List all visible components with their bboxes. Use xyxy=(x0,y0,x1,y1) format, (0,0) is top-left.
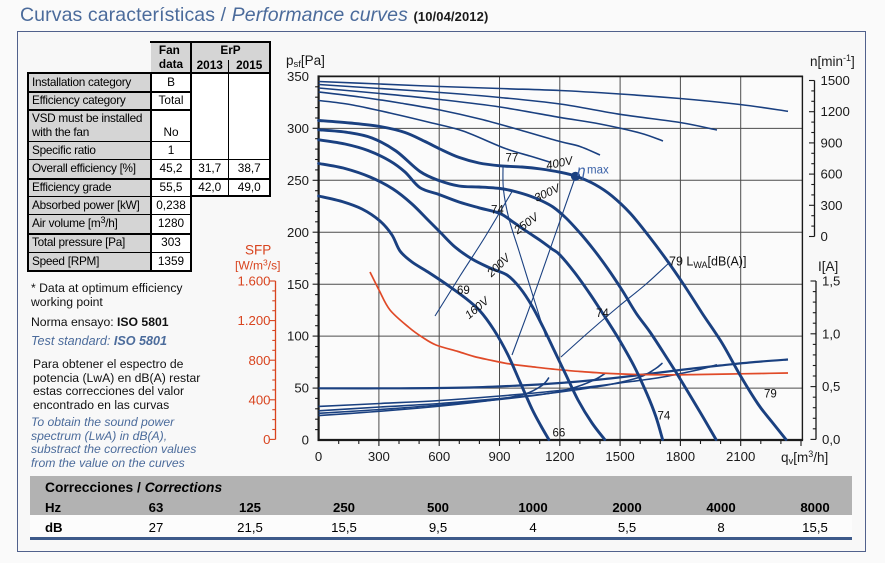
svg-text:1,5: 1,5 xyxy=(822,274,840,289)
svg-text:[W/m3/s]: [W/m3/s] xyxy=(235,258,280,273)
svg-text:1800: 1800 xyxy=(666,449,695,464)
svg-text:1200: 1200 xyxy=(821,104,850,119)
svg-text:66: 66 xyxy=(553,428,566,440)
svg-text:1200: 1200 xyxy=(545,449,574,464)
svg-text:I[A]: I[A] xyxy=(818,259,838,274)
svg-text:69: 69 xyxy=(457,285,470,297)
svg-text:77: 77 xyxy=(506,153,519,165)
svg-text:1.600: 1.600 xyxy=(237,274,270,289)
svg-text:qv[m3/h]: qv[m3/h] xyxy=(781,449,828,467)
svg-text:50: 50 xyxy=(294,381,309,396)
svg-text:800: 800 xyxy=(248,353,270,368)
svg-text:1500: 1500 xyxy=(821,73,850,88)
svg-text:74: 74 xyxy=(491,205,504,217)
svg-text:900: 900 xyxy=(488,449,510,464)
svg-text:300: 300 xyxy=(821,198,843,213)
svg-text:600: 600 xyxy=(428,449,450,464)
svg-text:1.200: 1.200 xyxy=(237,313,270,328)
svg-text:74: 74 xyxy=(658,411,671,423)
svg-text:0,5: 0,5 xyxy=(822,379,840,394)
svg-text:900: 900 xyxy=(821,135,843,150)
svg-text:400: 400 xyxy=(248,392,270,407)
svg-text:max: max xyxy=(587,165,609,177)
svg-text:100: 100 xyxy=(287,329,309,344)
svg-text:300: 300 xyxy=(287,121,309,136)
svg-text:350: 350 xyxy=(287,69,309,84)
svg-text:0: 0 xyxy=(821,229,828,244)
svg-text:79 LWA[dB(A)]: 79 LWA[dB(A)] xyxy=(669,255,746,271)
svg-text:200: 200 xyxy=(287,225,309,240)
svg-text:0: 0 xyxy=(263,432,270,447)
svg-text:250: 250 xyxy=(287,173,309,188)
svg-text:150: 150 xyxy=(287,277,309,292)
svg-text:η: η xyxy=(577,163,586,180)
svg-text:psf[Pa]: psf[Pa] xyxy=(286,53,325,70)
svg-text:SFP: SFP xyxy=(245,243,271,258)
svg-text:0: 0 xyxy=(315,449,322,464)
svg-text:79: 79 xyxy=(764,389,777,401)
svg-text:0: 0 xyxy=(302,433,309,448)
svg-text:600: 600 xyxy=(821,167,843,182)
svg-text:0,0: 0,0 xyxy=(822,432,840,447)
svg-text:400V: 400V xyxy=(545,155,575,173)
svg-text:300: 300 xyxy=(368,449,390,464)
svg-text:74: 74 xyxy=(596,308,609,320)
svg-text:1500: 1500 xyxy=(605,449,634,464)
svg-text:n[min-1]: n[min-1] xyxy=(810,53,855,69)
svg-text:2100: 2100 xyxy=(726,449,755,464)
svg-text:1,0: 1,0 xyxy=(822,326,840,341)
